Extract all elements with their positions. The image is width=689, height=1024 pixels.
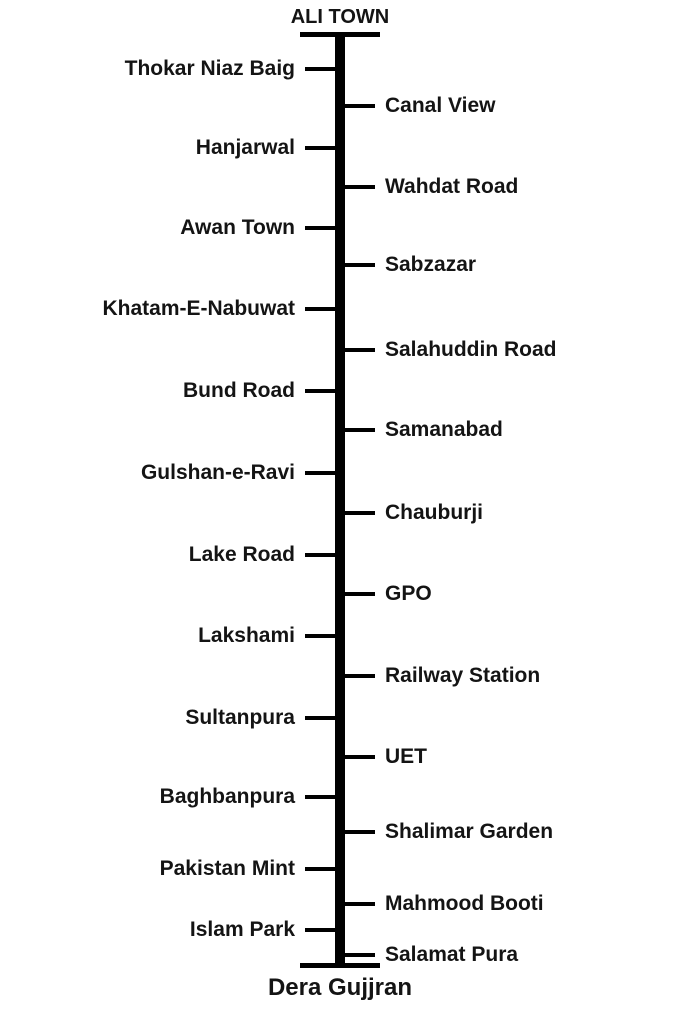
station-tick (345, 592, 375, 596)
station-label: Canal View (385, 94, 496, 118)
station-label: Gulshan-e-Ravi (141, 461, 295, 485)
station-tick (345, 511, 375, 515)
route-spine (335, 32, 345, 968)
station-label: Khatam-E-Nabuwat (102, 297, 295, 321)
station-tick (305, 471, 335, 475)
station-row: Canal View (345, 92, 689, 121)
station-row: Shalimar Garden (345, 818, 689, 847)
station-row: Sultanpura (0, 704, 335, 733)
station-tick (345, 830, 375, 834)
route-diagram: { "layout": { "canvas_width": 689, "canv… (0, 0, 689, 1024)
station-row: Bund Road (0, 377, 335, 406)
station-row: Samanabad (345, 416, 689, 445)
station-label: Mahmood Booti (385, 892, 544, 916)
station-tick (345, 755, 375, 759)
station-row: Khatam-E-Nabuwat (0, 295, 335, 324)
station-label: Sabzazar (385, 253, 476, 277)
station-label: Sultanpura (185, 706, 295, 730)
station-label: Samanabad (385, 418, 503, 442)
station-row: Railway Station (345, 662, 689, 691)
station-row: Thokar Niaz Baig (0, 55, 335, 84)
station-row: Baghbanpura (0, 783, 335, 812)
terminus-label-bottom: Dera Gujjran (190, 974, 490, 1002)
station-tick (305, 553, 335, 557)
station-label: Salamat Pura (385, 943, 518, 967)
station-label: Lakshami (198, 624, 295, 648)
station-tick (345, 953, 375, 957)
station-tick (305, 928, 335, 932)
station-tick (305, 67, 335, 71)
station-row: Chauburji (345, 499, 689, 528)
station-label: Bund Road (183, 379, 295, 403)
station-row: Sabzazar (345, 251, 689, 280)
station-label: Railway Station (385, 664, 540, 688)
station-tick (305, 389, 335, 393)
station-row: UET (345, 743, 689, 772)
station-label: Shalimar Garden (385, 820, 553, 844)
station-row: Wahdat Road (345, 173, 689, 202)
station-row: Awan Town (0, 214, 335, 243)
station-row: Salamat Pura (345, 941, 689, 970)
station-row: Pakistan Mint (0, 855, 335, 884)
station-tick (345, 348, 375, 352)
station-label: Awan Town (180, 216, 295, 240)
station-tick (345, 104, 375, 108)
station-tick (305, 226, 335, 230)
terminus-label-top: ALI TOWN (190, 6, 490, 29)
station-row: Mahmood Booti (345, 890, 689, 919)
station-label: UET (385, 745, 427, 769)
station-label: Pakistan Mint (160, 857, 295, 881)
station-label: Chauburji (385, 501, 483, 525)
station-row: GPO (345, 580, 689, 609)
station-tick (305, 795, 335, 799)
station-label: Islam Park (190, 918, 295, 942)
station-label: Thokar Niaz Baig (125, 57, 295, 81)
station-tick (305, 307, 335, 311)
station-tick (305, 716, 335, 720)
station-row: Lakshami (0, 622, 335, 651)
terminus-bar-top (300, 32, 380, 37)
station-label: Lake Road (189, 543, 295, 567)
station-label: Salahuddin Road (385, 338, 557, 362)
station-row: Salahuddin Road (345, 336, 689, 365)
station-row: Gulshan-e-Ravi (0, 459, 335, 488)
station-row: Islam Park (0, 916, 335, 945)
station-tick (345, 674, 375, 678)
station-row: Lake Road (0, 541, 335, 570)
station-tick (305, 146, 335, 150)
station-row: Hanjarwal (0, 134, 335, 163)
station-tick (305, 634, 335, 638)
station-label: GPO (385, 582, 432, 606)
station-tick (345, 428, 375, 432)
station-label: Hanjarwal (196, 136, 295, 160)
station-tick (345, 263, 375, 267)
station-label: Wahdat Road (385, 175, 518, 199)
station-tick (345, 902, 375, 906)
station-tick (345, 185, 375, 189)
station-tick (305, 867, 335, 871)
station-label: Baghbanpura (160, 785, 295, 809)
